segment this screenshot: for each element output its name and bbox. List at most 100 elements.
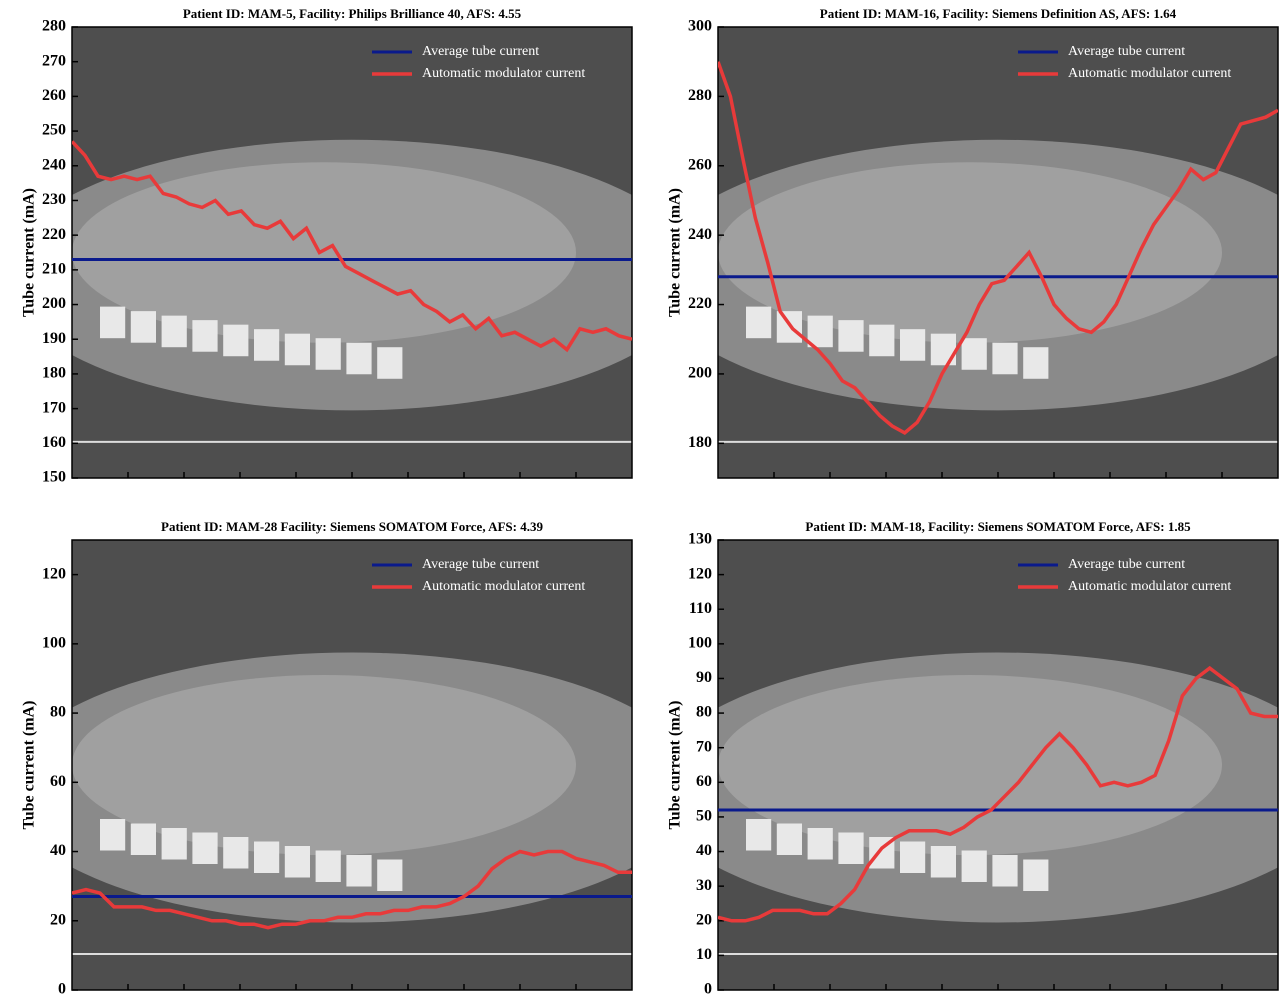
chart-title: Patient ID: MAM-5, Facility: Philips Bri… <box>183 6 522 21</box>
y-tick-label: 120 <box>688 565 712 582</box>
y-tick-label: 190 <box>42 330 66 347</box>
y-tick-label: 240 <box>42 156 66 173</box>
ct-vertebra <box>900 841 926 873</box>
modulated-line <box>718 665 1278 923</box>
y-axis-label: Tube current (mA) <box>667 188 684 317</box>
ct-vertebra <box>254 841 280 873</box>
ct-image <box>718 139 1278 443</box>
ct-vertebra <box>223 324 249 357</box>
ct-vertebra <box>807 315 833 348</box>
ct-vertebra <box>807 828 833 860</box>
ct-vertebra <box>130 311 156 343</box>
y-tick-label: 20 <box>696 911 712 928</box>
ct-vertebra <box>961 338 987 370</box>
ct-vertebra <box>284 333 310 366</box>
y-tick-label: 100 <box>42 635 66 652</box>
chart-title: Patient ID: MAM-28 Facility: Siemens SOM… <box>161 519 543 534</box>
ct-vertebra <box>130 823 156 855</box>
y-tick-label: 100 <box>688 635 712 652</box>
y-tick-label: 50 <box>696 808 712 825</box>
ct-vertebra <box>254 329 280 361</box>
y-tick-label: 230 <box>42 191 66 208</box>
y-tick-label: 280 <box>42 18 66 35</box>
y-tick-label: 40 <box>696 842 712 859</box>
plot-frame <box>71 26 633 479</box>
y-tick-label: 20 <box>50 911 66 928</box>
y-tick-label: 80 <box>50 704 66 721</box>
ct-vertebra <box>192 320 218 352</box>
ct-vertebra <box>961 850 987 882</box>
legend-label: Automatic modulator current <box>1068 579 1231 594</box>
y-tick-label: 90 <box>696 669 712 686</box>
y-tick-label: 110 <box>689 600 712 617</box>
panel: Patient ID: MAM-18, Facility: Siemens SO… <box>667 519 1279 998</box>
y-axis-label: Tube current (mA) <box>667 701 684 830</box>
y-tick-label: 280 <box>688 87 712 104</box>
ct-vertebra <box>223 837 249 869</box>
ct-vertebra <box>746 819 772 851</box>
ct-vertebra <box>746 306 772 339</box>
legend-label: Average tube current <box>1068 557 1185 572</box>
panel: Patient ID: MAM-28 Facility: Siemens SOM… <box>21 519 633 998</box>
y-tick-label: 200 <box>688 365 712 382</box>
y-tick-label: 180 <box>688 434 712 451</box>
legend-label: Automatic modulator current <box>1068 66 1231 81</box>
modulated-line <box>72 140 632 353</box>
y-tick-label: 10 <box>696 946 712 963</box>
ct-vertebra <box>838 320 864 352</box>
y-tick-label: 60 <box>696 773 712 790</box>
y-tick-label: 80 <box>696 704 712 721</box>
y-tick-label: 60 <box>50 773 66 790</box>
y-tick-label: 260 <box>688 156 712 173</box>
y-tick-label: 30 <box>696 877 712 894</box>
modulated-line <box>718 61 1278 436</box>
ct-vertebra <box>930 333 956 366</box>
y-axis-label: Tube current (mA) <box>21 701 38 830</box>
ct-vertebra <box>100 306 126 339</box>
ct-vertebra <box>346 855 372 887</box>
ct-vertebra <box>1023 859 1049 891</box>
panel: Patient ID: MAM-16, Facility: Siemens De… <box>667 6 1279 479</box>
ct-vertebra <box>161 828 187 860</box>
ct-vertebra <box>284 846 310 878</box>
ct-organs <box>72 675 576 855</box>
ct-vertebra <box>992 342 1018 375</box>
ct-vertebra <box>1023 347 1049 379</box>
plot-frame <box>717 539 1279 991</box>
ct-vertebra <box>377 859 403 891</box>
y-tick-label: 270 <box>42 52 66 69</box>
y-tick-label: 130 <box>688 531 712 548</box>
legend-label: Automatic modulator current <box>422 66 585 81</box>
ct-image <box>72 652 632 955</box>
ct-vertebra <box>315 338 341 370</box>
y-tick-label: 210 <box>42 261 66 278</box>
y-tick-label: 170 <box>42 399 66 416</box>
ct-vertebra <box>869 324 895 357</box>
ct-vertebra <box>930 846 956 878</box>
ct-vertebra <box>315 850 341 882</box>
y-tick-label: 220 <box>688 295 712 312</box>
y-tick-label: 200 <box>42 295 66 312</box>
panel: Patient ID: MAM-5, Facility: Philips Bri… <box>21 6 633 486</box>
ct-vertebra <box>776 823 802 855</box>
y-tick-label: 300 <box>688 18 712 35</box>
y-tick-label: 250 <box>42 122 66 139</box>
y-tick-label: 220 <box>42 226 66 243</box>
ct-vertebra <box>838 832 864 864</box>
modulated-line <box>72 849 632 930</box>
ct-vertebra <box>377 347 403 379</box>
ct-vertebra <box>992 855 1018 887</box>
ct-organs <box>718 162 1222 343</box>
y-tick-label: 70 <box>696 738 712 755</box>
y-tick-label: 180 <box>42 365 66 382</box>
y-tick-label: 40 <box>50 842 66 859</box>
y-tick-label: 150 <box>42 469 66 486</box>
ct-vertebra <box>900 329 926 361</box>
ct-vertebra <box>346 342 372 375</box>
legend-label: Average tube current <box>422 44 539 59</box>
legend-label: Average tube current <box>1068 44 1185 59</box>
legend-label: Automatic modulator current <box>422 579 585 594</box>
chart-title: Patient ID: MAM-16, Facility: Siemens De… <box>820 6 1177 21</box>
plot-frame <box>71 539 633 991</box>
